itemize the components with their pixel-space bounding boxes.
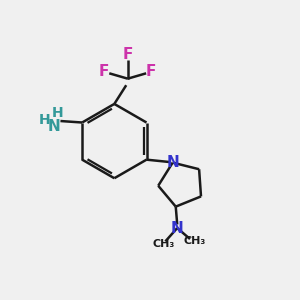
- Text: CH₃: CH₃: [183, 236, 206, 246]
- Text: H: H: [52, 106, 63, 120]
- Text: H: H: [39, 112, 50, 127]
- Text: N: N: [166, 155, 179, 170]
- Text: F: F: [122, 47, 133, 62]
- Text: F: F: [146, 64, 156, 79]
- Text: N: N: [47, 118, 60, 134]
- Text: N: N: [171, 220, 184, 236]
- Text: F: F: [99, 64, 110, 79]
- Text: CH₃: CH₃: [153, 239, 175, 249]
